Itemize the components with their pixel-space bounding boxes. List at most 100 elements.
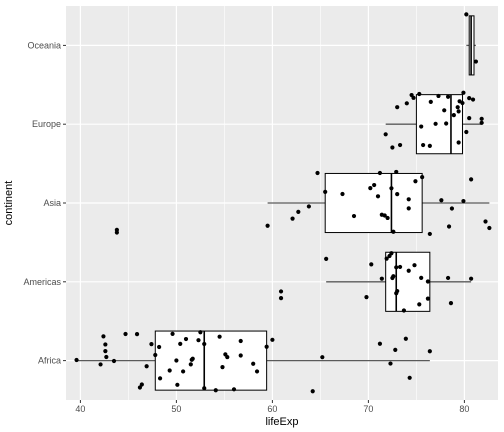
point-africa — [175, 382, 180, 387]
point-africa — [139, 382, 144, 387]
point-americas — [445, 275, 451, 281]
point-africa — [134, 332, 140, 337]
point-europe — [421, 142, 426, 148]
point-africa — [188, 362, 193, 367]
boxes — [76, 15, 490, 391]
point-europe — [411, 95, 416, 100]
point-europe — [464, 129, 469, 135]
point-africa — [223, 352, 228, 357]
point-africa — [178, 341, 183, 346]
point-africa — [217, 334, 222, 339]
point-americas — [469, 276, 474, 281]
point-africa — [123, 331, 128, 337]
point-africa — [104, 354, 109, 360]
point-africa — [377, 341, 383, 346]
point-americas — [379, 276, 384, 281]
x-tick-label: 70 — [363, 404, 373, 414]
box-americas — [385, 251, 431, 312]
point-africa — [153, 352, 158, 358]
point-africa — [157, 376, 163, 381]
point-asia — [306, 204, 311, 209]
point-asia — [375, 194, 381, 199]
axes: 40 50 60 70 80 Africa Americas Asia Europe Oceani… — [23, 40, 469, 414]
point-americas — [412, 263, 417, 268]
x-tick-label: 40 — [75, 404, 85, 414]
x-tick-label: 80 — [459, 404, 469, 414]
point-africa — [270, 337, 275, 342]
point-europe — [445, 94, 451, 99]
point-africa — [103, 349, 108, 354]
point-africa — [170, 331, 175, 337]
point-africa — [149, 342, 154, 347]
point-europe — [433, 121, 438, 126]
point-asia — [385, 215, 390, 221]
point-europe — [470, 97, 476, 102]
point-africa — [403, 336, 408, 341]
point-americas — [384, 256, 389, 261]
point-europe — [479, 120, 484, 125]
point-europe — [451, 113, 456, 118]
point-africa — [198, 330, 203, 335]
point-asia — [449, 206, 455, 211]
point-europe — [456, 140, 461, 145]
point-americas — [324, 256, 329, 261]
point-americas — [406, 268, 411, 273]
point-europe — [467, 96, 472, 101]
point-americas — [278, 296, 284, 301]
point-europe — [383, 132, 388, 137]
point-africa — [310, 389, 315, 394]
point-asia — [368, 186, 373, 191]
point-europe — [436, 93, 441, 99]
point-europe — [442, 108, 447, 113]
point-asia — [290, 216, 295, 221]
x-tick-label: 50 — [171, 404, 181, 414]
data-points — [74, 12, 492, 394]
point-africa — [183, 336, 189, 342]
point-americas — [364, 295, 369, 300]
point-americas — [390, 275, 395, 281]
point-americas — [278, 289, 284, 294]
point-europe — [397, 142, 403, 148]
point-asia — [461, 198, 466, 204]
point-africa — [167, 368, 172, 373]
point-africa — [157, 344, 162, 350]
point-africa — [238, 353, 243, 358]
point-oceania — [473, 59, 479, 64]
point-asia — [446, 224, 452, 229]
point-asia — [427, 231, 432, 237]
point-asia — [377, 170, 383, 176]
box-africa — [154, 330, 268, 391]
point-europe — [419, 124, 424, 129]
point-africa — [320, 355, 325, 360]
point-africa — [213, 388, 218, 393]
y-tick-label: Americas — [23, 277, 61, 287]
x-tick-label: 60 — [267, 404, 277, 414]
point-africa — [254, 369, 260, 374]
point-africa — [103, 342, 108, 347]
point-africa — [427, 349, 432, 354]
point-asia — [413, 179, 418, 184]
point-europe — [428, 99, 433, 104]
point-africa — [264, 344, 269, 349]
point-asia — [395, 192, 400, 197]
point-africa — [98, 362, 103, 367]
y-tick-label: Africa — [38, 356, 61, 366]
point-africa — [202, 341, 207, 347]
point-asia — [391, 229, 396, 234]
point-asia — [487, 225, 492, 231]
point-americas — [397, 264, 403, 270]
point-asia — [406, 197, 411, 202]
point-americas — [394, 265, 399, 270]
x-axis-title: lifeExp — [265, 416, 298, 428]
point-asia — [340, 191, 345, 197]
y-tick-label: Asia — [43, 198, 61, 208]
point-africa — [393, 347, 398, 353]
point-asia — [394, 169, 399, 175]
point-asia — [323, 189, 328, 194]
y-axis-title: continent — [3, 181, 15, 226]
point-europe — [444, 121, 449, 126]
point-europe — [467, 116, 472, 121]
y-tick-label: Europe — [32, 119, 61, 129]
point-africa — [251, 361, 256, 366]
